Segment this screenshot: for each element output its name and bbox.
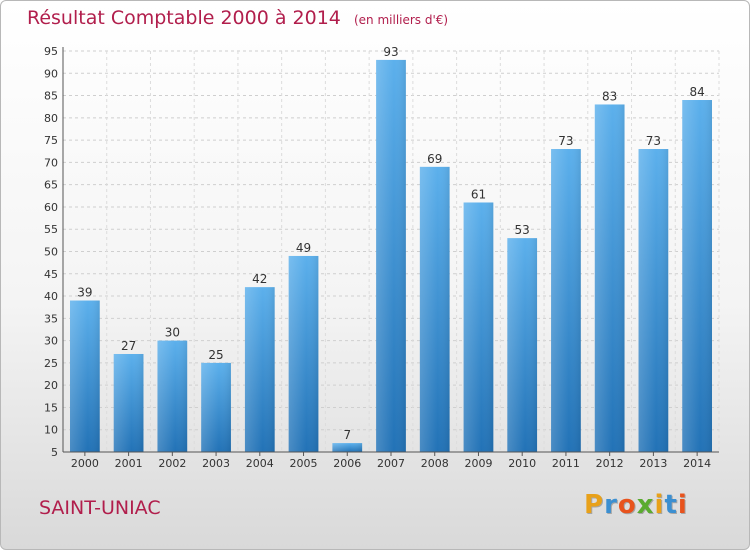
bar-value-label: 7	[343, 428, 351, 442]
bar-shade	[157, 340, 188, 452]
x-tick-label: 2008	[421, 457, 449, 470]
axes	[62, 47, 719, 456]
bar-shade	[201, 362, 231, 452]
bar-shade	[594, 104, 625, 452]
bar-shade	[507, 238, 538, 452]
logo-letter: o	[617, 490, 637, 520]
x-tick-label: 2013	[639, 457, 667, 470]
bars	[69, 59, 713, 453]
x-tick-label: 2003	[202, 457, 230, 470]
x-tick-label: 2007	[377, 457, 405, 470]
x-tick-label: 2011	[552, 457, 580, 470]
bar-shade	[419, 166, 450, 452]
bar-value-label: 30	[165, 326, 180, 340]
bar-shade	[551, 149, 581, 452]
y-tick-label: 90	[44, 67, 58, 80]
bar-value-label: 93	[383, 45, 398, 59]
x-tick-label: 2012	[596, 457, 624, 470]
bar-value-label: 49	[296, 241, 311, 255]
x-tick-label: 2002	[158, 457, 186, 470]
logo-letter: x	[636, 490, 655, 520]
bar-shade	[376, 59, 406, 453]
bar-shade	[638, 149, 669, 452]
y-tick-label: 50	[44, 246, 58, 259]
logo-letter: i	[677, 490, 688, 520]
x-tick-label: 2006	[333, 457, 361, 470]
y-tick-label: 95	[44, 45, 58, 58]
bar-value-label: 73	[558, 134, 573, 148]
x-tick-label: 2009	[464, 457, 492, 470]
title-row: Résultat Comptable 2000 à 2014 (en milli…	[27, 7, 448, 29]
logo-letter: t	[664, 490, 678, 520]
x-tick-label: 2000	[71, 457, 99, 470]
bar-value-label: 42	[252, 272, 267, 286]
bar-shade	[288, 255, 319, 452]
logo-letter: i	[654, 490, 665, 520]
bar-shade	[69, 300, 100, 452]
y-tick-label: 10	[44, 424, 58, 437]
bar-value-label: 73	[646, 134, 661, 148]
y-tick-label: 60	[44, 201, 58, 214]
y-tick-label: 55	[44, 223, 58, 236]
x-tick-label: 2001	[115, 457, 143, 470]
y-tick-label: 35	[44, 312, 58, 325]
y-tick-label: 15	[44, 401, 58, 414]
bar-value-label: 27	[121, 339, 136, 353]
y-tick-label: 80	[44, 112, 58, 125]
y-tick-label: 65	[44, 179, 58, 192]
bar-value-label: 39	[77, 286, 92, 300]
logo-letter: r	[604, 490, 618, 520]
chart-title: Résultat Comptable 2000 à 2014	[27, 7, 341, 29]
y-tick-label: 30	[44, 335, 58, 348]
x-tick-label: 2005	[290, 457, 318, 470]
bar-value-label: 53	[515, 223, 530, 237]
chart-subtitle: (en milliers d'€)	[353, 13, 449, 27]
y-tick-label: 20	[44, 379, 58, 392]
bar-value-label: 25	[208, 348, 223, 362]
y-tick-label: 5	[51, 446, 58, 459]
y-tick-label: 25	[44, 357, 58, 370]
bar-value-label: 61	[471, 187, 486, 201]
bar-shade	[113, 353, 144, 452]
y-tick-label: 40	[44, 290, 58, 303]
bar-value-label: 83	[602, 89, 617, 103]
bar-shade	[682, 100, 713, 452]
y-tick-label: 70	[44, 156, 58, 169]
bar-shade	[463, 202, 494, 452]
bar-shade	[244, 287, 275, 452]
logo-letter: P	[584, 490, 605, 520]
bar-shade	[332, 443, 363, 452]
labels: 5 10 15 20 25 30 35 40 45 50 55 60 65 70 75 80 85 90 95 39 2…	[44, 45, 711, 470]
x-tick-label: 2014	[683, 457, 711, 470]
bar-value-label: 84	[689, 85, 704, 99]
proxiti-logo[interactable]: Proxiti	[584, 490, 688, 520]
y-tick-label: 85	[44, 90, 58, 103]
y-tick-label: 45	[44, 268, 58, 281]
y-tick-label: 75	[44, 134, 58, 147]
x-tick-label: 2004	[246, 457, 274, 470]
x-tick-label: 2010	[508, 457, 536, 470]
city-name: SAINT-UNIAC	[39, 497, 161, 519]
bar-value-label: 69	[427, 152, 442, 166]
